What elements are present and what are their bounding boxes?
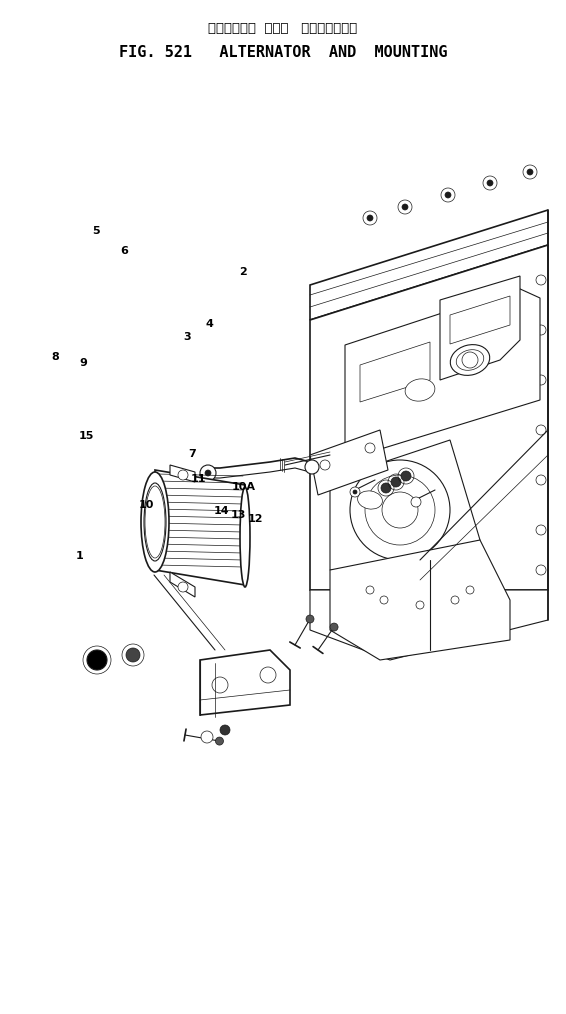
Text: 13: 13 [231, 510, 247, 520]
Polygon shape [310, 210, 548, 320]
Polygon shape [440, 276, 520, 380]
Polygon shape [330, 540, 510, 660]
Circle shape [483, 176, 497, 190]
Circle shape [353, 490, 357, 494]
Polygon shape [155, 470, 245, 585]
Circle shape [411, 497, 421, 507]
Text: 15: 15 [78, 431, 94, 441]
Circle shape [260, 667, 276, 683]
Circle shape [178, 582, 188, 592]
Circle shape [367, 215, 373, 221]
Circle shape [178, 470, 188, 480]
Text: 1: 1 [75, 551, 83, 561]
Circle shape [350, 487, 360, 497]
Polygon shape [345, 288, 540, 460]
Circle shape [201, 731, 213, 743]
Circle shape [205, 470, 211, 476]
Circle shape [212, 677, 228, 693]
Polygon shape [310, 590, 548, 660]
Circle shape [487, 180, 493, 186]
Ellipse shape [456, 350, 484, 370]
Circle shape [536, 275, 546, 285]
Ellipse shape [358, 491, 383, 509]
Polygon shape [330, 440, 480, 580]
Text: FIG. 521   ALTERNATOR  AND  MOUNTING: FIG. 521 ALTERNATOR AND MOUNTING [119, 45, 447, 60]
Circle shape [536, 525, 546, 535]
Circle shape [363, 211, 377, 225]
Circle shape [398, 200, 412, 214]
Circle shape [536, 375, 546, 385]
Circle shape [536, 325, 546, 335]
Circle shape [445, 192, 451, 198]
Ellipse shape [405, 379, 435, 402]
Circle shape [451, 596, 459, 604]
Circle shape [466, 586, 474, 594]
Circle shape [366, 586, 374, 594]
Circle shape [216, 737, 224, 745]
Ellipse shape [141, 472, 169, 572]
Text: 14: 14 [214, 506, 230, 516]
Polygon shape [170, 465, 195, 482]
Text: 7: 7 [188, 449, 196, 459]
Circle shape [350, 460, 450, 560]
Circle shape [305, 460, 319, 474]
Text: 9: 9 [80, 358, 88, 368]
Circle shape [126, 648, 140, 662]
Polygon shape [310, 245, 548, 590]
Circle shape [391, 477, 401, 487]
Circle shape [402, 204, 408, 210]
Ellipse shape [152, 511, 158, 533]
Circle shape [527, 169, 533, 175]
Text: 2: 2 [239, 267, 247, 277]
Ellipse shape [240, 487, 250, 587]
Circle shape [536, 475, 546, 485]
Circle shape [382, 492, 418, 528]
Circle shape [365, 443, 375, 453]
Text: 6: 6 [121, 246, 128, 257]
Polygon shape [170, 572, 195, 597]
Text: 4: 4 [205, 319, 213, 330]
Text: 10: 10 [138, 500, 154, 510]
Ellipse shape [147, 493, 163, 551]
Polygon shape [310, 430, 388, 495]
Text: 11: 11 [190, 474, 206, 484]
Text: オルタネータ  および   マウンティング: オルタネータ および マウンティング [208, 21, 358, 34]
Ellipse shape [150, 503, 160, 541]
Polygon shape [450, 296, 510, 344]
Circle shape [401, 470, 411, 481]
Ellipse shape [144, 483, 166, 561]
Circle shape [200, 465, 216, 481]
Circle shape [87, 650, 107, 670]
Circle shape [320, 460, 330, 470]
Polygon shape [360, 342, 430, 402]
Polygon shape [200, 650, 290, 715]
Text: 12: 12 [248, 514, 264, 524]
Circle shape [536, 565, 546, 575]
Circle shape [523, 165, 537, 179]
Text: 8: 8 [52, 352, 59, 362]
Text: 10A: 10A [231, 482, 255, 492]
Circle shape [536, 425, 546, 435]
Circle shape [380, 596, 388, 604]
Text: 3: 3 [183, 332, 191, 342]
Circle shape [462, 352, 478, 368]
Circle shape [365, 475, 435, 545]
Circle shape [306, 615, 314, 623]
Ellipse shape [451, 345, 490, 375]
Circle shape [381, 483, 391, 493]
Ellipse shape [145, 486, 165, 558]
Circle shape [416, 601, 424, 609]
Circle shape [330, 623, 338, 631]
Circle shape [220, 725, 230, 735]
Circle shape [441, 188, 455, 202]
Text: 5: 5 [92, 226, 100, 236]
